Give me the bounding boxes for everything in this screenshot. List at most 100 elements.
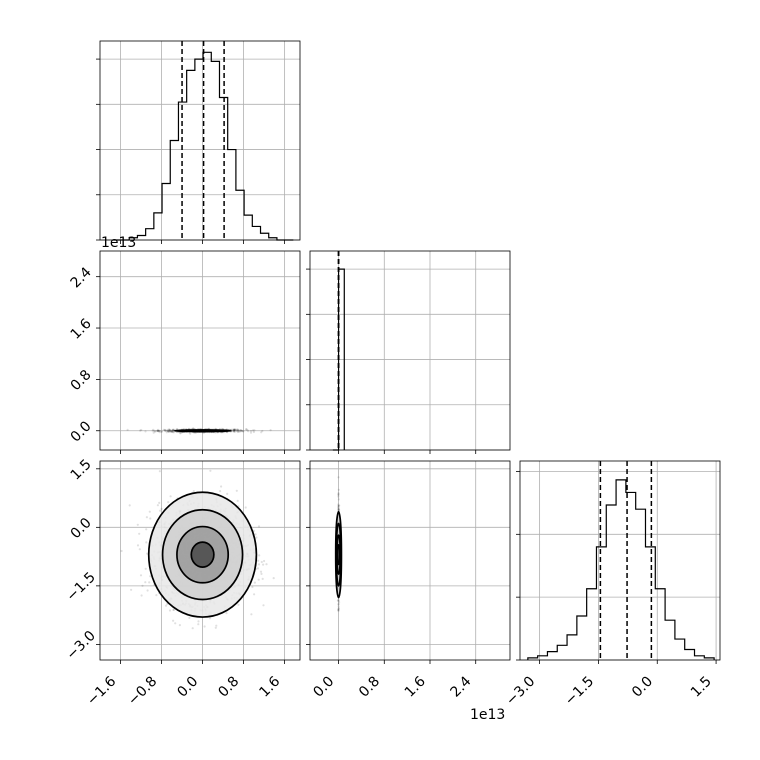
scatter-point xyxy=(220,485,223,488)
panel-scatter-param3-param2: 0.0 0.8 1.6 2.4 xyxy=(306,460,511,701)
scatter-point xyxy=(265,563,268,566)
contour-line xyxy=(176,525,230,584)
panel-frame xyxy=(309,460,511,661)
scatter-point xyxy=(337,506,340,509)
scatter-point xyxy=(172,428,175,431)
scatter-point xyxy=(337,599,340,602)
panel-scatter-param3-param1: −1.6 −0.8 0.0 0.8 1.6 −3.0 −1.5 0.0 1.5 xyxy=(63,456,301,709)
scatter-point xyxy=(337,602,340,606)
scatter-point xyxy=(165,431,168,434)
scatter-point xyxy=(337,506,340,509)
scatter-point xyxy=(272,577,275,580)
scatter-point xyxy=(232,429,235,432)
scatter-point xyxy=(338,504,341,507)
scatter-point xyxy=(157,430,160,433)
scatter-point xyxy=(234,428,237,431)
x-tick-label: 2.4 xyxy=(447,673,474,700)
scatter-point xyxy=(144,581,147,584)
y-tick-label: 0.8 xyxy=(68,367,95,394)
scatter-point xyxy=(188,616,191,620)
scatter-point xyxy=(249,429,253,433)
panel-frame xyxy=(99,40,301,241)
scatter-point xyxy=(245,428,248,431)
scatter-point xyxy=(236,499,239,502)
scatter-point xyxy=(149,575,152,578)
scatter-point xyxy=(152,431,155,434)
scatter-point xyxy=(235,428,239,431)
scatter-point xyxy=(153,429,156,432)
scatter-point xyxy=(163,428,166,431)
scatter-point xyxy=(233,428,237,431)
scatter-point xyxy=(260,572,263,576)
scatter-point xyxy=(159,509,162,512)
scatter-point xyxy=(236,428,239,431)
scatter-point xyxy=(171,430,174,433)
y-tick-label: 1.5 xyxy=(68,456,95,483)
panel-hist-param1 xyxy=(96,40,301,244)
scatter-point xyxy=(214,626,217,629)
scatter-point xyxy=(144,430,147,433)
scatter-point xyxy=(337,608,340,612)
scatter-point xyxy=(337,493,340,496)
scatter-point xyxy=(164,429,167,432)
scatter-point xyxy=(209,469,212,472)
x-tick-label: 0.0 xyxy=(174,674,201,701)
scatter-point xyxy=(164,429,167,432)
scatter-point xyxy=(168,609,172,612)
scatter-point xyxy=(144,567,147,570)
scatter-point xyxy=(232,429,235,432)
x-tick-label: −3.0 xyxy=(503,674,538,709)
panel-hist-param2 xyxy=(306,250,511,454)
scatter-point xyxy=(261,577,264,581)
density-level xyxy=(191,542,214,568)
scatter-point xyxy=(179,432,182,435)
scatter-point xyxy=(237,428,240,432)
scatter-point xyxy=(236,429,239,432)
scatter-point xyxy=(140,594,143,597)
scatter-point xyxy=(165,429,169,432)
scatter-point xyxy=(156,429,159,432)
param2-x-axis-offset-label: 1e13 xyxy=(470,707,505,723)
scatter-point xyxy=(130,588,133,591)
scatter-point xyxy=(253,429,256,432)
scatter-point xyxy=(192,490,195,493)
x-tick-label: −1.5 xyxy=(562,674,597,709)
scatter-point xyxy=(337,498,340,501)
scatter-point xyxy=(337,508,340,511)
scatter-point xyxy=(337,495,340,498)
scatter-point xyxy=(337,603,340,606)
scatter-point xyxy=(171,431,175,434)
scatter-point xyxy=(262,563,265,566)
scatter-point xyxy=(167,430,170,433)
x-tick-label: 1.5 xyxy=(688,674,715,701)
scatter-point xyxy=(249,431,253,434)
scatter-point xyxy=(254,533,257,536)
scatter-point xyxy=(170,430,173,433)
scatter-point xyxy=(151,429,154,432)
scatter-point xyxy=(337,609,340,613)
scatter-point xyxy=(258,554,261,557)
scatter-point xyxy=(197,620,200,623)
scatter-point xyxy=(338,508,341,512)
scatter-point xyxy=(145,528,148,531)
param2-axis-offset-label: 1e13 xyxy=(101,235,136,251)
y-tick-label: 2.4 xyxy=(68,264,95,291)
scatter-point xyxy=(269,429,272,432)
scatter-point xyxy=(168,428,171,431)
scatter-point xyxy=(146,589,149,592)
scatter-point xyxy=(238,429,241,432)
scatter-point xyxy=(209,617,212,620)
y-tick-label: −3.0 xyxy=(63,628,98,663)
scatter-point xyxy=(156,504,159,507)
scatter-point xyxy=(241,429,244,433)
scatter-point xyxy=(145,516,148,519)
x-tick-label: −0.8 xyxy=(125,674,160,709)
scatter-point xyxy=(170,429,173,432)
scatter-point xyxy=(120,549,123,553)
scatter-point xyxy=(260,431,263,434)
scatter-point xyxy=(253,593,256,596)
scatter-point xyxy=(232,430,236,433)
scatter-point xyxy=(136,544,140,547)
scatter-point xyxy=(168,428,171,431)
scatter-point xyxy=(167,428,170,431)
